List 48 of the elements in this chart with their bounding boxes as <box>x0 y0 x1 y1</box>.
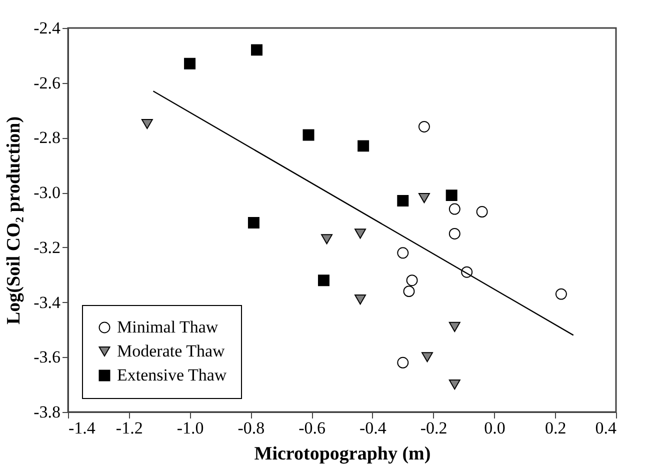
point <box>354 228 366 239</box>
x-tick-label: -0.2 <box>420 418 448 438</box>
legend-label: Moderate Thaw <box>117 342 226 360</box>
point <box>248 217 260 228</box>
legend-label: Minimal Thaw <box>117 318 219 336</box>
x-tick-label: 0.2 <box>544 418 566 438</box>
point <box>354 294 366 305</box>
point <box>448 203 460 215</box>
x-tick-label: -1.4 <box>68 418 96 438</box>
x-tick-label: -1.0 <box>176 418 204 438</box>
y-tick-label: -3.4 <box>34 292 61 312</box>
x-axis-title: Microtopography (m) <box>254 444 431 464</box>
y-tick-label: -3.0 <box>34 183 60 202</box>
y-tick-label: -3.6 <box>34 348 60 367</box>
point <box>358 140 370 152</box>
point <box>448 228 460 240</box>
point <box>184 58 196 70</box>
point <box>141 118 153 130</box>
point <box>302 129 314 141</box>
x-tick-label: -0.6 <box>298 418 326 438</box>
y-tick-label: -2.8 <box>34 128 60 148</box>
point <box>448 380 460 390</box>
point <box>555 288 567 300</box>
y-tick-label: -3.8 <box>34 402 60 422</box>
point <box>422 352 433 362</box>
point <box>397 356 409 368</box>
y-tick-label: -2.6 <box>34 73 60 92</box>
point <box>321 234 333 244</box>
x-tick-label: -0.4 <box>359 418 387 438</box>
point <box>476 206 488 218</box>
point <box>251 44 262 56</box>
x-tick-label: -1.2 <box>116 418 143 438</box>
x-tick-label: 0.0 <box>484 418 506 438</box>
x-tick-label: 0.4 <box>595 418 617 438</box>
point <box>446 190 458 202</box>
point <box>418 193 430 204</box>
y-tick-label: -2.4 <box>34 18 61 38</box>
point <box>406 274 418 286</box>
y-tick-label: -3.2 <box>34 238 60 257</box>
point <box>448 322 460 332</box>
point <box>397 195 409 207</box>
point <box>418 121 430 132</box>
y-axis-title: Log(Soil CO₂ production) <box>4 116 25 325</box>
point <box>403 286 415 298</box>
legend-label: Extensive Thaw <box>117 366 228 384</box>
point <box>318 274 330 286</box>
point <box>397 247 409 259</box>
x-tick-label: -0.8 <box>238 418 265 438</box>
